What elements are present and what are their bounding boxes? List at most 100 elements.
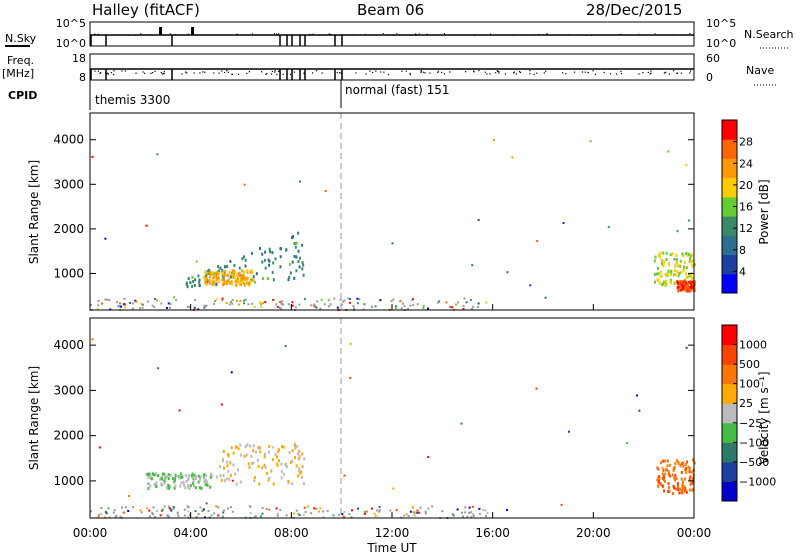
echo-cell — [237, 279, 240, 283]
power-colorbar-label: Power [dB] — [757, 179, 771, 244]
ground-scatter-cell — [358, 298, 361, 301]
echo-cell — [215, 282, 218, 286]
ground-scatter-cell — [260, 515, 262, 518]
echo-cell — [216, 276, 219, 280]
ground-scatter-cell — [221, 297, 224, 300]
ground-scatter-cell — [416, 511, 419, 514]
ground-scatter-cell — [441, 510, 444, 513]
ground-scatter-cell — [141, 303, 144, 306]
echo-cell — [285, 465, 288, 469]
echo-cell — [202, 473, 205, 477]
echo-cell — [222, 276, 225, 280]
echo-cell — [681, 482, 684, 486]
sparse-echo — [157, 367, 160, 370]
echo-cell — [686, 460, 689, 464]
echo-cell — [295, 269, 298, 273]
echo-cell — [279, 255, 282, 259]
nave-dot — [279, 72, 281, 74]
nave-dot — [289, 73, 292, 76]
nave-label: Nave — [746, 64, 774, 77]
echo-cell — [659, 270, 662, 274]
ground-scatter-cell — [470, 511, 473, 514]
ground-scatter-cell — [213, 512, 216, 515]
nsky-spike — [191, 27, 194, 35]
ground-scatter-cell — [108, 299, 111, 302]
echo-cell — [681, 252, 684, 256]
colorbar-cell — [722, 461, 737, 482]
echo-cell — [245, 281, 248, 285]
sparse-echo — [284, 345, 287, 348]
echo-cell — [252, 444, 255, 448]
echo-cell — [266, 472, 269, 475]
echo-cell — [191, 275, 194, 279]
echo-cell — [682, 464, 685, 468]
echo-cell — [249, 279, 252, 283]
nave-dot — [420, 71, 422, 73]
echo-cell — [687, 465, 690, 469]
echo-cell — [674, 280, 677, 284]
echo-cell — [146, 473, 149, 477]
echo-cell — [670, 270, 672, 274]
nave-dot — [497, 70, 499, 72]
echo-cell — [280, 470, 283, 474]
colorbar-tick-label: 12 — [739, 222, 753, 235]
echo-cell — [668, 262, 670, 266]
ground-scatter-cell — [188, 514, 191, 517]
ground-scatter-cell — [280, 302, 283, 305]
colorbar-cell — [722, 383, 737, 404]
sparse-echo — [676, 230, 679, 233]
ground-scatter-cell — [365, 510, 368, 513]
echo-cell — [669, 278, 672, 282]
ground-scatter-cell — [466, 515, 469, 518]
colorbar-tick-label: 25 — [739, 397, 753, 410]
echo-cell — [172, 477, 174, 481]
echo-cell — [258, 482, 261, 486]
ground-scatter-cell — [281, 303, 284, 306]
echo-cell — [301, 261, 304, 265]
echo-cell — [211, 271, 214, 275]
sparse-echo — [243, 183, 246, 186]
echo-cell — [666, 464, 669, 468]
nsearch-dot — [278, 33, 280, 35]
ground-scatter-cell — [118, 302, 121, 305]
ground-scatter-cell — [260, 305, 263, 308]
nave-dot — [519, 71, 521, 74]
ground-scatter-cell — [291, 301, 294, 304]
nsky-spike — [159, 27, 162, 35]
echo-cell — [677, 488, 680, 492]
sparse-echo — [230, 371, 233, 374]
nave-dot — [271, 73, 273, 75]
echo-cell — [298, 454, 301, 458]
echo-cell — [667, 270, 670, 274]
nsky-frame — [89, 21, 695, 47]
ground-scatter-cell — [122, 511, 125, 514]
echo-cell — [228, 270, 231, 274]
ground-scatter-cell — [370, 305, 373, 308]
ground-scatter-cell — [176, 512, 179, 515]
nave-dot — [441, 71, 443, 73]
nave-dot — [543, 72, 545, 74]
ground-scatter-cell — [291, 304, 294, 307]
echo-cell — [301, 465, 304, 469]
ground-scatter-cell — [409, 304, 412, 307]
sparse-echo — [506, 509, 508, 511]
echo-cell — [193, 473, 196, 477]
nave-dot — [680, 72, 682, 74]
nsky-label: N.Sky — [5, 32, 37, 45]
ground-scatter-cell — [168, 507, 171, 510]
nsearch-dot — [415, 33, 417, 35]
nave-dot — [610, 73, 612, 75]
echo-cell — [163, 475, 166, 479]
nsearch-dot — [175, 34, 177, 36]
echo-cell — [686, 286, 689, 290]
echo-cell — [268, 259, 271, 263]
freq-frame — [89, 53, 695, 81]
echo-cell — [291, 236, 294, 240]
echo-cell — [691, 276, 694, 280]
nave-dot — [113, 74, 115, 76]
nave-dot — [443, 73, 445, 75]
ground-scatter-cell — [156, 510, 158, 513]
echo-cell — [295, 255, 298, 259]
nave-dot — [316, 70, 318, 72]
